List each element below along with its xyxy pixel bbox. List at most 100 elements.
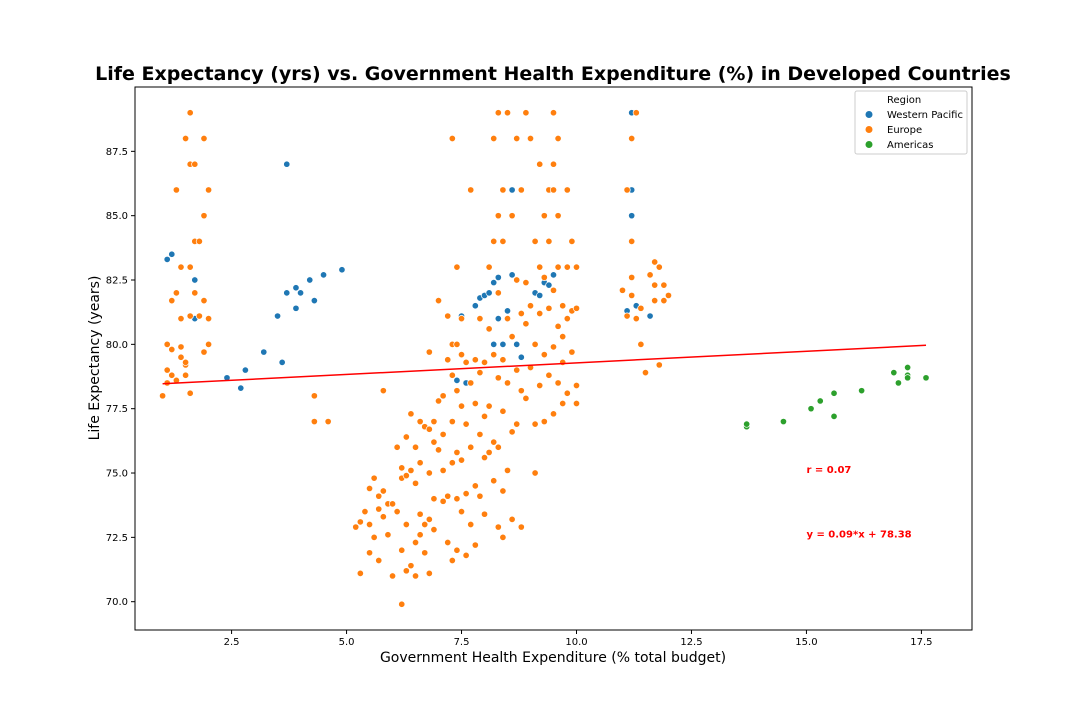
data-point-europe xyxy=(545,237,553,245)
data-point-europe xyxy=(531,420,539,428)
data-point-europe xyxy=(549,410,558,418)
x-tick-label: 15.0 xyxy=(795,637,817,648)
data-point-americas xyxy=(816,397,824,405)
data-point-europe xyxy=(205,186,213,194)
data-point-europe xyxy=(513,366,521,374)
data-point-americas xyxy=(830,412,838,420)
data-point-europe xyxy=(494,109,502,117)
data-point-europe xyxy=(508,333,516,341)
data-point-europe xyxy=(205,315,213,323)
data-point-europe xyxy=(462,358,470,366)
data-point-europe xyxy=(628,291,636,300)
data-point-europe xyxy=(402,567,410,575)
legend-marker xyxy=(865,141,873,148)
data-point-europe xyxy=(186,109,194,117)
data-point-europe xyxy=(398,464,406,472)
data-point-europe xyxy=(453,263,461,271)
data-point-europe xyxy=(379,487,387,495)
data-point-europe xyxy=(168,297,176,305)
data-point-europe xyxy=(522,109,530,117)
data-point-europe xyxy=(499,407,507,415)
data-point-western-pacific xyxy=(278,358,286,366)
data-point-europe xyxy=(632,109,640,117)
x-tick-label: 2.5 xyxy=(224,637,240,648)
data-point-europe xyxy=(637,304,645,312)
data-point-europe xyxy=(485,402,493,410)
data-point-europe xyxy=(536,263,544,271)
data-point-europe xyxy=(480,358,489,366)
data-point-europe xyxy=(411,479,420,487)
data-point-europe xyxy=(513,134,521,143)
data-point-europe xyxy=(540,351,548,359)
legend-marker xyxy=(865,126,873,133)
data-point-europe xyxy=(195,312,203,320)
axis-ticks: 2.5 5.0 7.5 10.0 12.5 15.0 17.5 70.0 72.5 75.0 77.… xyxy=(106,147,933,648)
data-point-europe xyxy=(526,134,535,143)
data-point-europe xyxy=(494,374,502,382)
data-point-western-pacific xyxy=(503,307,512,315)
data-point-europe xyxy=(572,304,581,312)
data-point-europe xyxy=(554,263,562,271)
data-point-europe xyxy=(421,520,429,529)
data-point-europe xyxy=(664,291,673,300)
data-point-americas xyxy=(807,405,815,413)
data-point-europe xyxy=(444,492,452,500)
data-point-western-pacific xyxy=(494,273,502,281)
data-point-europe xyxy=(467,520,475,529)
data-point-europe xyxy=(310,417,318,426)
data-point-europe xyxy=(623,312,631,320)
data-point-western-pacific xyxy=(508,186,516,194)
data-point-europe xyxy=(425,425,433,433)
data-point-europe xyxy=(508,515,516,523)
data-point-europe xyxy=(651,297,659,305)
legend-label: Europe xyxy=(887,125,922,136)
data-point-europe xyxy=(411,443,420,451)
data-point-europe xyxy=(393,508,401,516)
legend-title: Region xyxy=(887,95,921,106)
data-point-europe xyxy=(522,279,530,287)
data-point-europe xyxy=(407,562,415,570)
data-point-europe xyxy=(375,556,383,565)
y-tick-label: 77.5 xyxy=(106,404,128,415)
data-point-western-pacific xyxy=(283,160,291,168)
data-points xyxy=(159,109,930,608)
y-tick-label: 85.0 xyxy=(106,211,128,222)
data-point-europe xyxy=(182,358,190,366)
data-point-europe xyxy=(480,454,489,462)
x-tick-label: 5.0 xyxy=(339,637,355,648)
data-point-europe xyxy=(476,315,484,323)
data-point-europe xyxy=(430,526,438,534)
data-point-europe xyxy=(352,523,360,531)
data-point-europe xyxy=(191,160,199,168)
data-point-europe xyxy=(310,392,318,400)
data-point-europe xyxy=(517,186,525,194)
legend-label: Americas xyxy=(887,140,933,151)
data-point-europe xyxy=(540,417,548,426)
data-point-western-pacific xyxy=(453,376,461,384)
data-point-europe xyxy=(517,309,525,318)
data-point-europe xyxy=(572,263,581,271)
data-point-europe xyxy=(416,417,424,426)
data-point-western-pacific xyxy=(292,304,300,312)
data-point-europe xyxy=(186,389,194,397)
data-point-europe xyxy=(503,466,512,474)
y-tick-label: 72.5 xyxy=(106,533,128,544)
data-point-europe xyxy=(467,186,475,194)
data-point-western-pacific xyxy=(508,271,516,279)
data-point-europe xyxy=(476,430,484,438)
data-point-europe xyxy=(536,160,544,168)
data-point-europe xyxy=(457,508,466,516)
data-point-western-pacific xyxy=(490,340,498,348)
data-point-europe xyxy=(448,417,456,426)
data-point-europe xyxy=(494,443,502,451)
data-point-europe xyxy=(425,348,433,356)
annotation-text: y = 0.09*x + 78.38 xyxy=(806,529,911,540)
data-point-europe xyxy=(200,348,208,356)
data-point-europe xyxy=(186,312,194,320)
data-point-americas xyxy=(904,374,912,382)
data-point-europe xyxy=(485,448,493,456)
data-point-europe xyxy=(655,361,663,369)
x-tick-label: 10.0 xyxy=(565,637,587,648)
data-point-europe xyxy=(628,134,636,143)
data-point-europe xyxy=(425,569,433,577)
